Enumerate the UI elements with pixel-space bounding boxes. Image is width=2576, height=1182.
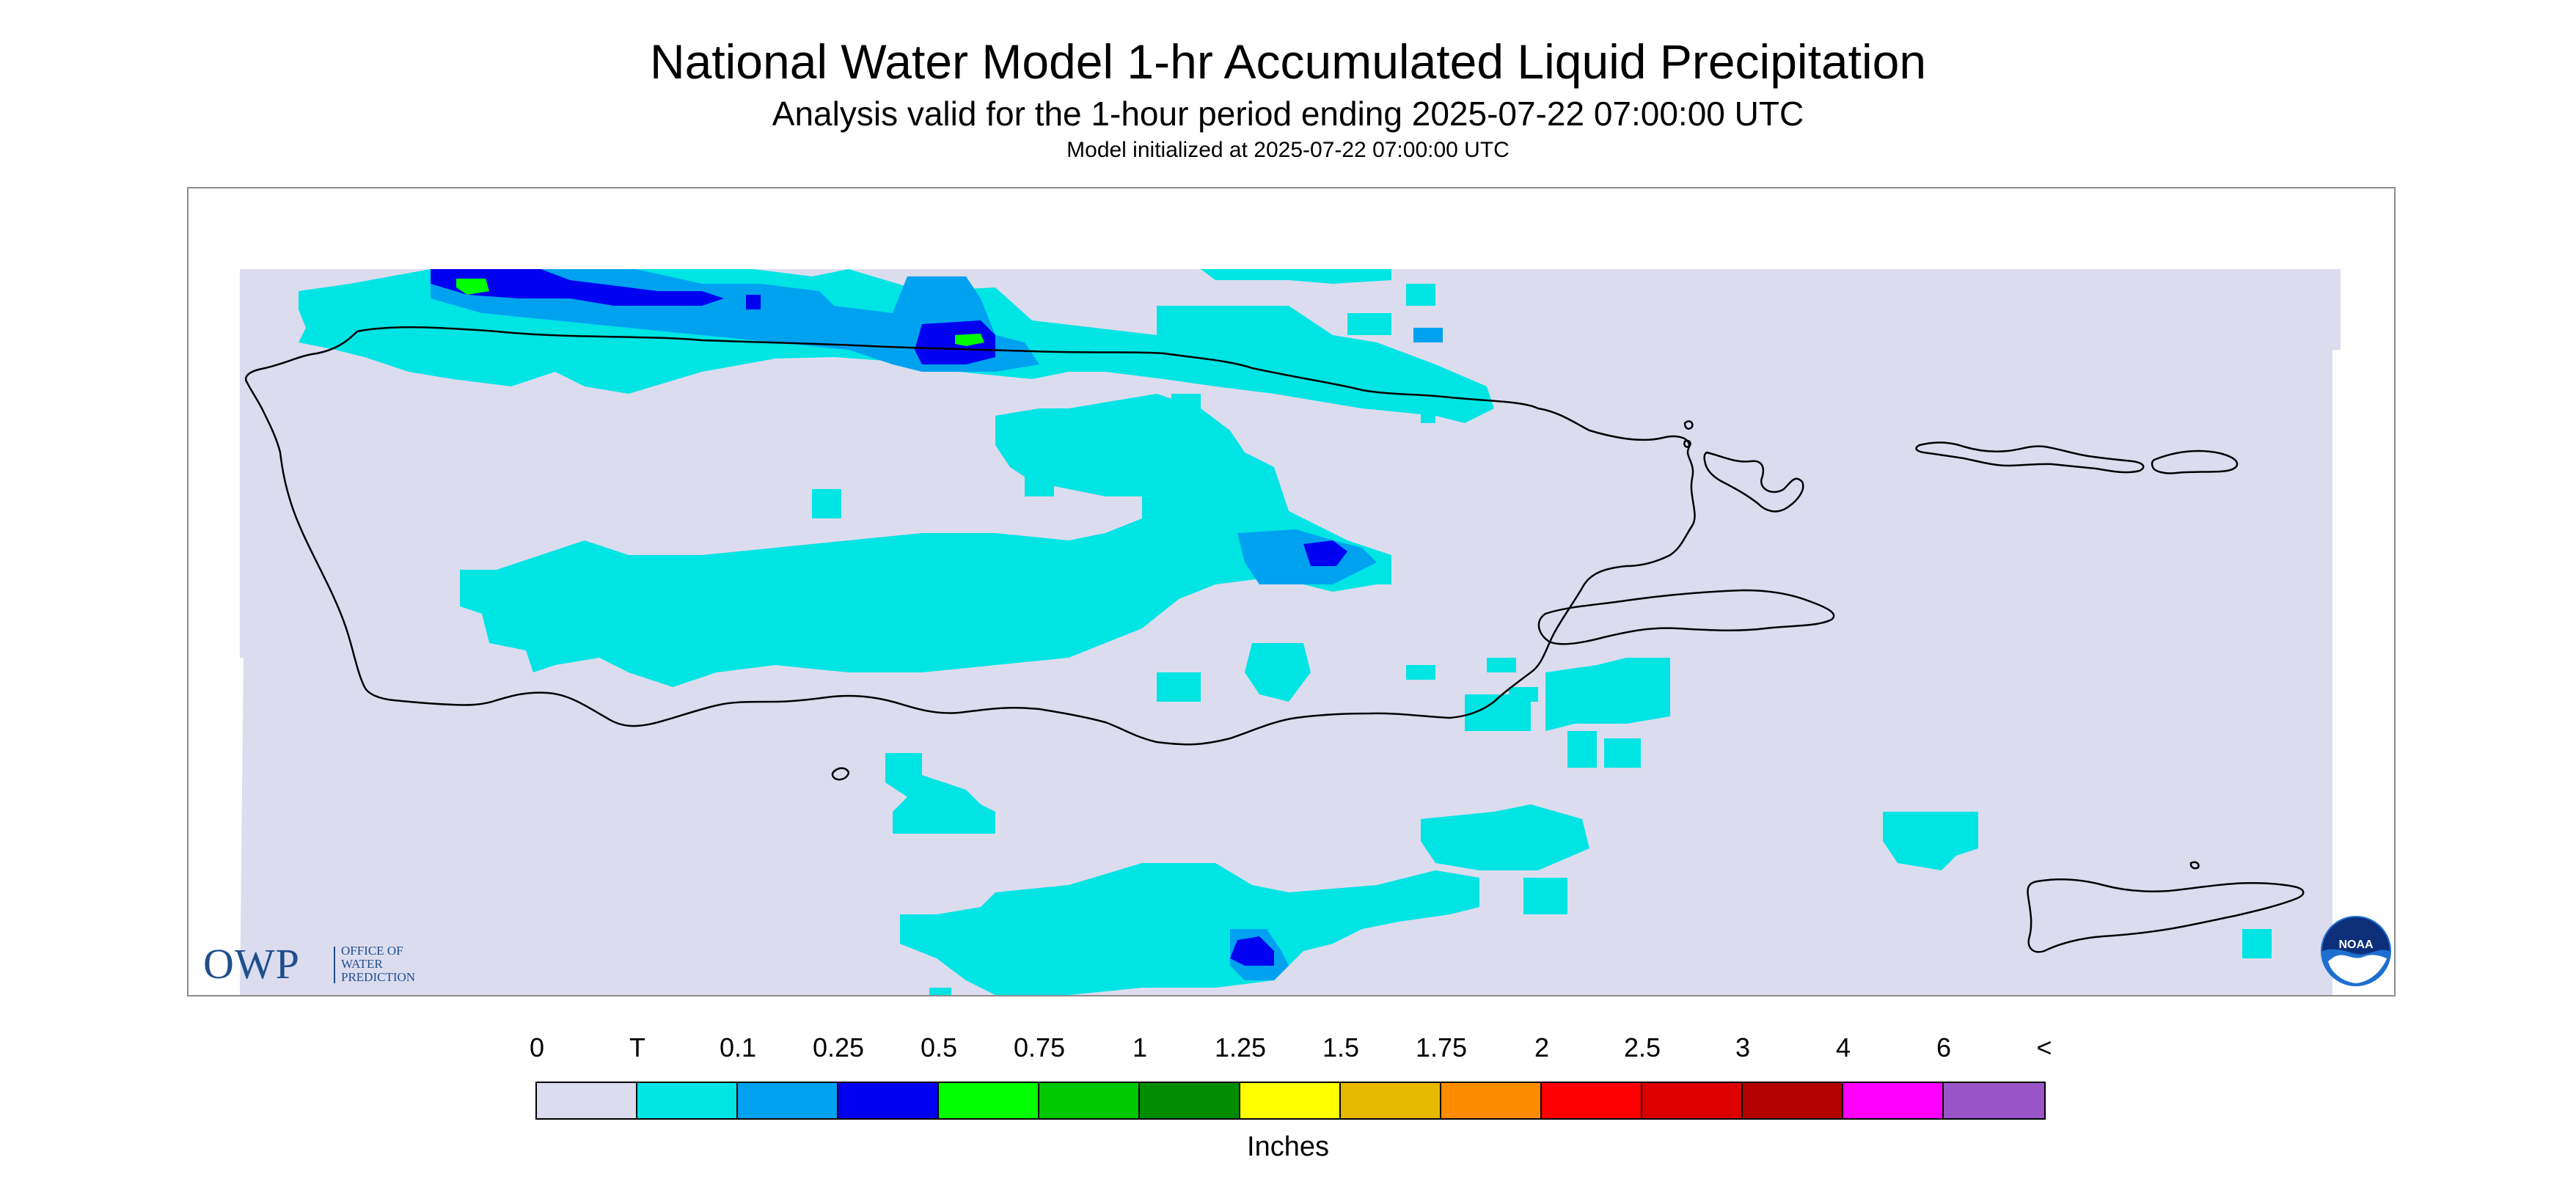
colorbar-tick-label: 0.75 [1013, 1032, 1066, 1062]
precip-area-trace [900, 863, 1479, 995]
precip-area-trace [1487, 658, 1516, 672]
colorbar-swatch [1140, 1083, 1240, 1118]
colorbar-tick-label: 1 [1132, 1032, 1148, 1062]
precip-area-0.25 [1303, 540, 1347, 566]
precip-area-trace [1465, 694, 1531, 731]
colorbar-swatch [1944, 1083, 2044, 1118]
owp-logo-line: OFFICE OF [341, 944, 403, 958]
vieques-coastline [1537, 589, 1835, 645]
st-john-coastline [2151, 449, 2239, 474]
small-island-coastline [1683, 439, 1691, 448]
colorbar-tick-label: 0 [529, 1032, 545, 1062]
precip-area-trace [1567, 731, 1597, 768]
colorbar-swatch [1039, 1083, 1140, 1118]
colorbar-legend: 0 T 0.1 0.25 0.5 0.75 1 1.25 1.5 1.75 2 2.5 3 4 6 < [530, 1032, 2054, 1120]
colorbar-tick-label: 0.1 [719, 1032, 757, 1062]
colorbar-tick-label: 4 [1835, 1032, 1851, 1062]
precip-area-0.1 [1237, 529, 1377, 584]
colorbar-tick-label: 0.5 [920, 1032, 958, 1062]
colorbar-tick-label: 1.25 [1214, 1032, 1267, 1062]
colorbar-swatch [1843, 1083, 1944, 1118]
precip-area-0.5 [456, 279, 489, 295]
map-subtitle: Analysis valid for the 1-hour period end… [772, 95, 1804, 133]
owp-logo-line: WATER [341, 957, 383, 971]
colorbar-swatch [537, 1083, 637, 1118]
colorbar-swatch [1743, 1083, 1843, 1118]
precip-area-0.5 [955, 334, 984, 346]
owp-logo: OWP OFFICE OF WATER PREDICTION [203, 942, 445, 986]
noaa-logo: NOAA [2321, 916, 2391, 986]
precip-area-trace [1157, 672, 1201, 702]
colorbar-tick-label: 6 [1936, 1032, 1952, 1062]
colorbar-swatch [1240, 1083, 1341, 1118]
precip-area-trace [1604, 738, 1641, 768]
colorbar-tick-label: 3 [1735, 1032, 1751, 1062]
small-island-coastline [1683, 420, 1694, 430]
owp-logo-divider [334, 947, 335, 983]
precip-area-0.25 [1230, 936, 1274, 966]
coastline-layer [244, 326, 2305, 953]
colorbar-swatch [838, 1083, 939, 1118]
precip-area-trace [1025, 474, 1054, 496]
colorbar [535, 1082, 2046, 1120]
st-thomas-coastline [1915, 441, 2145, 474]
colorbar-swatch [738, 1083, 838, 1118]
precip-0.5-layer [456, 279, 984, 346]
colorbar-tick-label: < [2036, 1032, 2052, 1062]
precip-area-trace [1142, 518, 1230, 584]
owp-logo-text: OFFICE OF WATER PREDICTION [341, 944, 415, 984]
desecheo-coastline [831, 767, 850, 781]
colorbar-swatch [1441, 1083, 1542, 1118]
colorbar-units-label: Inches [1247, 1131, 1329, 1162]
precip-map [240, 269, 2341, 995]
owp-logo-line: PREDICTION [341, 970, 416, 984]
precip-area-trace [929, 988, 951, 995]
model-domain-field [240, 269, 2341, 995]
colorbar-swatch [1341, 1083, 1441, 1118]
colorbar-tick-label: 1.5 [1322, 1032, 1360, 1062]
puerto-rico-coastline [244, 326, 1696, 746]
colorbar-swatch [637, 1083, 738, 1118]
precip-area-trace [1523, 878, 1567, 914]
precip-area-trace [1245, 643, 1311, 702]
precip-area-trace [1201, 269, 1391, 284]
precip-area-trace [812, 489, 841, 518]
st-croix-coastline [2027, 878, 2305, 953]
noaa-logo-text: NOAA [2338, 939, 2374, 951]
noaa-logo-bird [2322, 917, 2390, 955]
noaa-logo-wave [2328, 955, 2387, 983]
colorbar-tick-label: 1.75 [1415, 1032, 1468, 1062]
precip-area-0.25 [746, 295, 761, 309]
map-title: National Water Model 1-hr Accumulated Li… [649, 34, 1927, 89]
precip-area-trace [1421, 804, 1589, 870]
culebra-coastline [1703, 451, 1804, 513]
precip-area-trace [1347, 313, 1391, 335]
colorbar-swatch [1642, 1083, 1743, 1118]
map-panel: OWP OFFICE OF WATER PREDICTION NOAA [187, 187, 2396, 996]
owp-logo-letters: OWP [203, 940, 300, 988]
precip-area-trace [2242, 929, 2272, 958]
colorbar-tick-label: 2.5 [1623, 1032, 1661, 1062]
colorbar-swatch [939, 1083, 1039, 1118]
precip-area-trace [460, 394, 1391, 687]
colorbar-tick-label: T [629, 1032, 645, 1062]
precip-area-trace [1406, 665, 1435, 680]
colorbar-swatch [1542, 1083, 1642, 1118]
model-init-text: Model initialized at 2025-07-22 07:00:00… [1066, 138, 1510, 162]
precip-area-trace [1421, 408, 1435, 423]
colorbar-tick-label: 2 [1534, 1032, 1550, 1062]
precip-area-trace [1406, 284, 1435, 306]
precip-area-trace [1545, 658, 1670, 731]
small-island-coastline [2189, 861, 2200, 870]
precip-area-trace [885, 753, 995, 834]
precip-area-trace [1883, 812, 1978, 870]
precip-area-0.1 [1413, 328, 1443, 342]
precip-area-trace [1171, 394, 1201, 408]
precip-area-0.25 [431, 269, 724, 306]
colorbar-tick-label: 0.25 [812, 1032, 865, 1062]
